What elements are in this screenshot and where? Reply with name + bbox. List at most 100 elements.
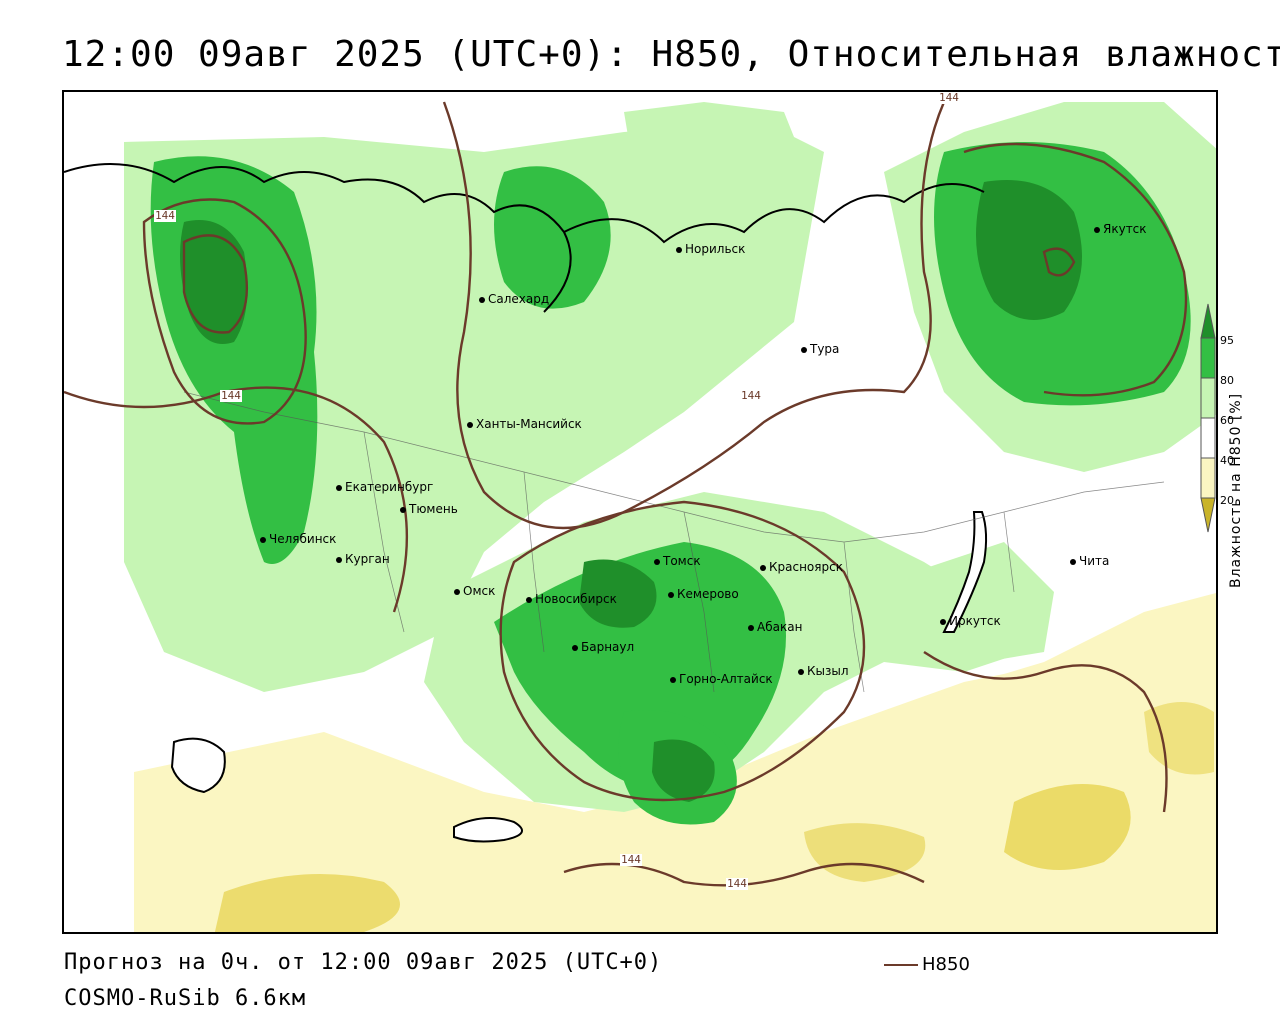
colorbar-swatch [1200, 337, 1216, 379]
city-marker [526, 596, 532, 603]
isoline-label: 144 [220, 389, 242, 402]
city-novosibirsk: Новосибирск [526, 592, 617, 606]
h850-contour-9 [923, 651, 1168, 813]
h850-contour-4 [442, 101, 946, 530]
isoline-label: 144 [938, 91, 960, 104]
city-label: Салехард [488, 292, 550, 306]
h850-contour-5 [499, 500, 866, 802]
city-abakan: Абакан [748, 620, 802, 634]
city-label: Новосибирск [535, 592, 617, 606]
colorbar-tick: 40 [1220, 454, 1234, 467]
city-label: Курган [345, 552, 390, 566]
city-marker [400, 506, 406, 513]
isoline-label: 144 [740, 389, 762, 402]
h850-contour-3 [64, 386, 409, 613]
city-label: Екатеринбург [345, 480, 434, 494]
h850-contour-7 [1042, 247, 1076, 277]
city-omsk: Омск [454, 584, 495, 598]
city-salekhard: Салехард [479, 292, 549, 306]
city-gorno-altaysk: Горно-Алтайск [670, 672, 773, 686]
city-label: Томск [663, 554, 701, 568]
city-marker [654, 558, 660, 565]
h850-legend-line [884, 964, 918, 966]
city-kurgan: Курган [336, 552, 390, 566]
baikal-outline [942, 511, 988, 633]
city-label: Иркутск [949, 614, 1001, 628]
city-marker [798, 668, 804, 675]
colorbar-swatch [1200, 417, 1216, 459]
city-label: Ханты-Мансийск [476, 417, 582, 431]
balkhash-outline [453, 817, 523, 843]
city-tura: Тура [801, 342, 839, 356]
city-label: Тюмень [409, 502, 458, 516]
city-chita: Чита [1070, 554, 1109, 568]
isoline-label: 144 [726, 877, 748, 890]
city-label: Кемерово [677, 587, 739, 601]
very-humid-tomsk [579, 559, 657, 628]
city-marker [748, 624, 754, 631]
very-dry-patch-4 [1144, 702, 1214, 775]
region-borders [183, 391, 1165, 693]
very-humid-yakutia [976, 180, 1082, 320]
city-marker [260, 536, 266, 543]
city-label: Горно-Алтайск [679, 672, 773, 686]
colorbar-tick: 80 [1220, 374, 1234, 387]
city-marker [572, 644, 578, 651]
isoline-label: 144 [154, 209, 176, 222]
city-chelyabinsk: Челябинск [260, 532, 336, 546]
humid-north [494, 166, 611, 309]
map-title: 12:00 09авг 2025 (UTC+0): H850, Относите… [62, 34, 1280, 75]
forecast-info: Прогноз на 0ч. от 12:00 09авг 2025 (UTC+… [64, 950, 663, 975]
city-label: Чита [1079, 554, 1110, 568]
city-label: Кызыл [807, 664, 849, 678]
colorbar-title: Влажность на H850 [%] [1228, 392, 1244, 588]
city-label: Челябинск [269, 532, 337, 546]
humidity-map [64, 101, 1216, 932]
map-panel: Норильск Салехард Тура Якутск Ханты-Манс… [62, 90, 1218, 934]
city-marker [940, 618, 946, 625]
colorbar-arrow-top [1200, 303, 1216, 339]
very-dry-patch-2 [214, 874, 400, 932]
h850-contour-6 [963, 142, 1188, 397]
moderate-north [624, 102, 804, 242]
city-marker [760, 564, 766, 571]
city-label: Якутск [1103, 222, 1147, 236]
h850-legend-label: H850 [922, 954, 970, 975]
city-label: Норильск [685, 242, 746, 256]
very-dry-patch-3 [804, 823, 926, 882]
city-marker [336, 484, 342, 491]
city-yakutsk: Якутск [1094, 222, 1147, 236]
isoline-label: 144 [620, 853, 642, 866]
city-irkutsk: Иркутск [940, 614, 1001, 628]
city-kemerovo: Кемерово [668, 587, 739, 601]
colorbar-swatches [1200, 303, 1216, 533]
city-marker [454, 588, 460, 595]
colorbar-tick: 60 [1220, 414, 1234, 427]
city-marker [479, 296, 485, 303]
city-label: Тура [810, 342, 840, 356]
city-marker [1070, 558, 1076, 565]
city-label: Красноярск [769, 560, 843, 574]
colorbar-tick: 95 [1220, 334, 1234, 347]
city-kyzyl: Кызыл [798, 664, 849, 678]
dry-region-south [134, 632, 1216, 932]
very-dry-patch-1 [1004, 784, 1131, 870]
very-humid-urals [180, 220, 248, 344]
colorbar-arrow-bottom [1200, 497, 1216, 533]
city-marker [1094, 226, 1100, 233]
h850-contour-2 [182, 234, 248, 334]
coastline-north [64, 163, 985, 313]
city-label: Барнаул [581, 640, 635, 654]
city-tyumen: Тюмень [400, 502, 458, 516]
city-marker [670, 676, 676, 683]
city-yekaterinburg: Екатеринбург [336, 480, 433, 494]
city-marker [467, 421, 473, 428]
colorbar-tick: 20 [1220, 494, 1234, 507]
city-marker [801, 346, 807, 353]
very-humid-altai [652, 739, 715, 802]
city-label: Омск [463, 584, 496, 598]
city-barnaul: Барнаул [572, 640, 634, 654]
city-tomsk: Томск [654, 554, 701, 568]
colorbar-swatch [1200, 377, 1216, 419]
city-label: Абакан [757, 620, 803, 634]
